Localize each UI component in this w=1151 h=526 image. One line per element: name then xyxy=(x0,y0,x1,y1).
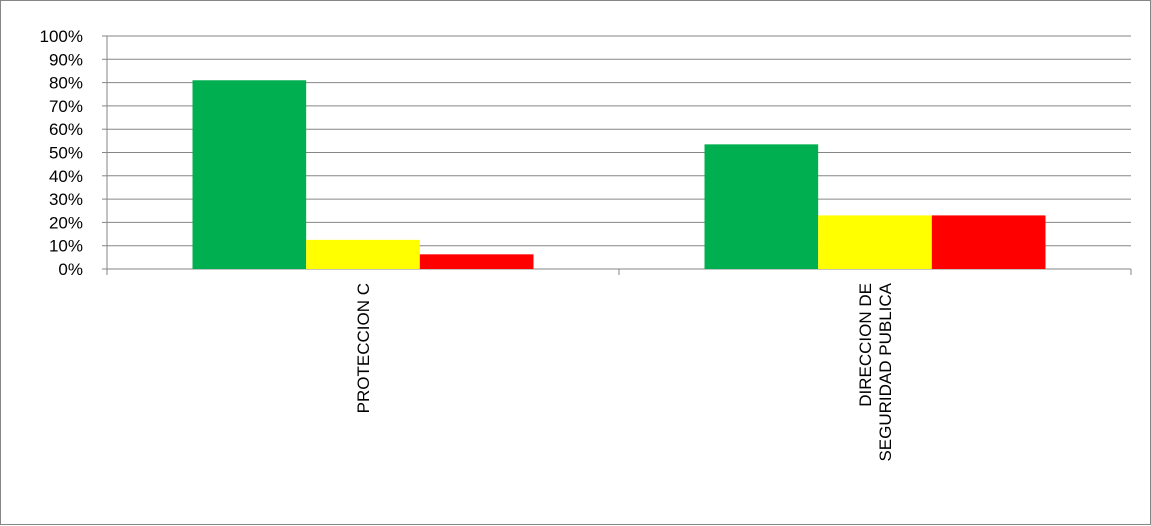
y-tick-label: 30% xyxy=(49,190,83,209)
bar xyxy=(931,215,1046,269)
y-tick-label: 80% xyxy=(49,74,83,93)
x-category-label-line: SEGURIDAD PUBLICA xyxy=(876,282,895,461)
y-tick-label: 70% xyxy=(49,97,83,116)
x-category-label-line: DIRECCION DE xyxy=(856,283,875,407)
y-tick-label: 20% xyxy=(49,213,83,232)
y-tick-label: 0% xyxy=(58,260,83,279)
bar xyxy=(306,239,420,269)
x-category-label: DIRECCION DESEGURIDAD PUBLICA xyxy=(856,282,895,461)
y-tick-label: 10% xyxy=(49,237,83,256)
y-tick-label: 60% xyxy=(49,120,83,139)
bar xyxy=(818,215,932,269)
x-category-label: PROTECCION C xyxy=(354,283,373,413)
y-tick-label: 50% xyxy=(49,144,83,163)
bar xyxy=(419,254,534,269)
bar xyxy=(704,144,819,269)
y-tick-label: 100% xyxy=(40,27,83,46)
y-tick-label: 90% xyxy=(49,50,83,69)
x-category-label-line: PROTECCION C xyxy=(354,283,373,413)
y-tick-label: 40% xyxy=(49,167,83,186)
bar xyxy=(192,80,307,270)
